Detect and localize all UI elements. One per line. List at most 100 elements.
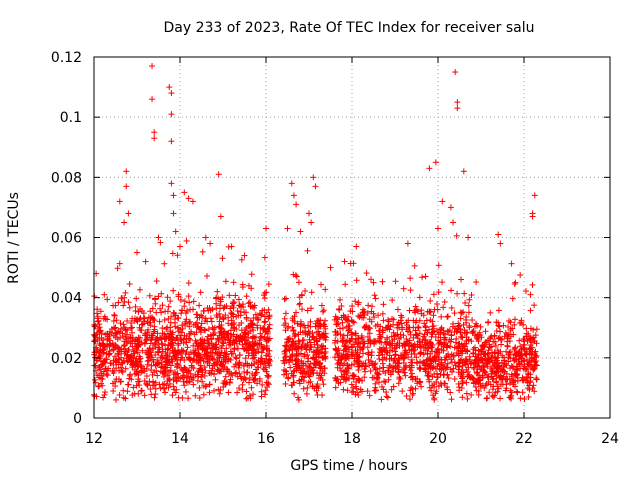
data-point bbox=[179, 354, 186, 361]
data-point bbox=[131, 371, 138, 378]
data-point bbox=[314, 341, 321, 348]
data-point bbox=[204, 337, 211, 344]
data-point bbox=[173, 386, 180, 393]
data-point bbox=[152, 300, 159, 307]
data-point bbox=[133, 336, 140, 343]
data-point bbox=[102, 365, 109, 372]
data-point bbox=[157, 239, 164, 246]
data-point bbox=[462, 299, 469, 306]
data-point bbox=[477, 323, 484, 330]
data-point bbox=[293, 309, 300, 316]
data-point bbox=[115, 328, 122, 335]
data-point bbox=[264, 372, 271, 379]
data-point bbox=[113, 317, 120, 324]
data-point bbox=[281, 296, 288, 303]
data-point bbox=[162, 358, 169, 365]
data-point bbox=[236, 352, 243, 359]
data-point bbox=[282, 310, 289, 317]
data-point bbox=[256, 378, 263, 385]
data-point bbox=[169, 358, 176, 365]
data-point bbox=[195, 360, 202, 367]
data-point bbox=[144, 382, 151, 389]
data-point bbox=[168, 180, 175, 187]
data-point bbox=[152, 391, 159, 398]
data-point bbox=[190, 321, 197, 328]
data-point bbox=[94, 313, 101, 320]
data-point bbox=[107, 360, 114, 367]
data-point bbox=[207, 240, 214, 247]
data-point bbox=[293, 201, 300, 208]
data-point bbox=[237, 308, 244, 315]
data-point bbox=[124, 317, 131, 324]
data-point bbox=[189, 198, 196, 205]
data-point bbox=[182, 351, 189, 358]
data-point bbox=[511, 280, 518, 287]
data-point bbox=[407, 287, 414, 294]
data-point bbox=[242, 330, 249, 337]
data-point bbox=[183, 316, 190, 323]
data-point bbox=[252, 311, 259, 318]
data-point bbox=[153, 367, 160, 374]
data-point bbox=[175, 374, 182, 381]
data-point bbox=[483, 395, 490, 402]
x-tick-label: 24 bbox=[601, 431, 619, 447]
data-point bbox=[378, 396, 385, 403]
data-point bbox=[119, 294, 126, 301]
data-point bbox=[167, 330, 174, 337]
data-point bbox=[371, 292, 378, 299]
data-point bbox=[439, 198, 446, 205]
data-point bbox=[225, 320, 232, 327]
data-point bbox=[99, 376, 106, 383]
data-point bbox=[165, 303, 172, 310]
data-point bbox=[262, 387, 269, 394]
data-point bbox=[347, 260, 354, 267]
data-point bbox=[204, 333, 211, 340]
data-point bbox=[185, 395, 192, 402]
data-point bbox=[302, 287, 309, 294]
data-point bbox=[310, 174, 317, 181]
data-point bbox=[201, 372, 208, 379]
data-point bbox=[435, 225, 441, 232]
data-point bbox=[379, 310, 386, 317]
data-point bbox=[227, 341, 234, 348]
data-point bbox=[434, 374, 441, 381]
data-point bbox=[100, 394, 107, 401]
data-point bbox=[114, 329, 121, 336]
data-point bbox=[210, 326, 217, 333]
data-point bbox=[110, 317, 117, 324]
data-point bbox=[123, 355, 130, 362]
data-point bbox=[463, 379, 470, 386]
data-point bbox=[246, 375, 253, 382]
data-point bbox=[181, 298, 188, 305]
data-point bbox=[157, 354, 164, 361]
data-point bbox=[248, 384, 255, 391]
data-point bbox=[194, 371, 201, 378]
data-point bbox=[122, 395, 129, 402]
data-point bbox=[112, 324, 119, 331]
data-point bbox=[108, 330, 115, 337]
data-point bbox=[529, 213, 536, 220]
data-point bbox=[181, 189, 188, 196]
data-point bbox=[116, 356, 123, 363]
data-point bbox=[114, 336, 121, 343]
data-point bbox=[234, 307, 241, 314]
data-point bbox=[202, 327, 209, 334]
data-point bbox=[295, 337, 302, 344]
data-point bbox=[152, 351, 159, 358]
data-point bbox=[452, 69, 459, 76]
data-point bbox=[145, 357, 152, 364]
data-point bbox=[169, 250, 176, 257]
data-point bbox=[191, 356, 198, 363]
data-point bbox=[495, 231, 502, 238]
data-point bbox=[104, 340, 111, 347]
y-tick-labels: 0 0.02 0.04 0.06 0.08 0.1 0.12 bbox=[51, 50, 82, 427]
data-point bbox=[263, 346, 270, 353]
data-point bbox=[291, 390, 298, 397]
data-point bbox=[426, 165, 433, 172]
data-point bbox=[149, 356, 156, 363]
data-point bbox=[123, 168, 130, 175]
data-point bbox=[155, 349, 162, 356]
data-point bbox=[235, 364, 242, 371]
data-point bbox=[170, 371, 177, 378]
data-point bbox=[236, 322, 243, 329]
